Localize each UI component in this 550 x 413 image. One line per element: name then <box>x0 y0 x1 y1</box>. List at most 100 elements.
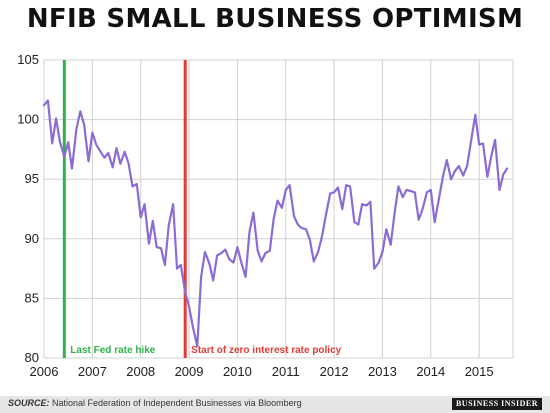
series-layer <box>42 99 509 348</box>
data-point <box>325 214 327 216</box>
data-point <box>373 267 376 270</box>
data-point <box>502 173 505 176</box>
data-point <box>135 183 138 185</box>
footer-bar: SOURCE: National Federation of Independe… <box>0 396 550 413</box>
data-point <box>71 167 73 170</box>
data-point <box>482 142 484 145</box>
data-point <box>139 216 142 219</box>
data-point <box>321 235 323 238</box>
data-point <box>337 186 339 189</box>
data-point <box>353 221 356 224</box>
data-point <box>357 223 360 226</box>
data-point <box>115 147 118 150</box>
data-point <box>244 276 247 278</box>
data-point <box>192 326 194 328</box>
data-point <box>389 243 392 246</box>
x-tick-label: 2007 <box>78 364 107 379</box>
data-point <box>204 251 206 253</box>
x-tick-label: 2008 <box>126 364 155 379</box>
data-point <box>200 276 203 278</box>
series-line <box>42 99 509 348</box>
data-point <box>385 228 388 231</box>
annotation-label: Start of zero interest rate policy <box>191 345 341 356</box>
data-point <box>296 223 299 226</box>
data-point <box>256 249 259 252</box>
data-point <box>442 175 444 178</box>
data-point <box>232 261 235 264</box>
data-point <box>208 262 211 265</box>
chart-title: NFIB SMALL BUSINESS OPTIMISM <box>26 4 524 34</box>
data-point <box>309 239 311 241</box>
y-tick-label: 85 <box>25 290 39 305</box>
data-point <box>172 203 175 206</box>
data-point <box>329 192 332 195</box>
data-point <box>466 165 468 168</box>
data-point <box>224 248 227 251</box>
x-tick-label: 2011 <box>272 364 300 379</box>
x-tick-label: 2013 <box>368 364 397 379</box>
data-point <box>381 251 384 253</box>
data-point <box>470 141 472 144</box>
data-point <box>216 254 219 257</box>
data-point <box>397 185 400 188</box>
data-point <box>312 260 315 263</box>
data-point <box>417 218 420 221</box>
chart-svg: Last Fed rate hike Start of zero interest… <box>17 52 514 379</box>
data-point <box>248 230 251 233</box>
data-point <box>454 170 456 172</box>
data-point <box>87 160 90 163</box>
data-point <box>426 191 428 194</box>
data-point <box>478 143 481 146</box>
y-tick-label: 90 <box>25 231 39 246</box>
data-point <box>148 242 150 245</box>
x-tick-label: 2009 <box>175 364 204 379</box>
data-point <box>212 279 215 282</box>
data-point <box>409 190 412 193</box>
data-point <box>506 167 509 170</box>
data-point <box>164 264 166 266</box>
data-point <box>119 162 122 165</box>
data-point <box>281 206 283 209</box>
data-point <box>333 191 335 194</box>
data-point <box>365 204 368 207</box>
data-point <box>345 184 348 187</box>
data-point <box>196 345 199 347</box>
data-point <box>155 246 158 249</box>
data-point <box>288 184 291 187</box>
data-point <box>240 261 243 264</box>
data-point <box>151 220 154 222</box>
data-point <box>450 178 452 181</box>
data-point <box>300 227 303 230</box>
data-point <box>433 221 436 224</box>
data-point <box>349 185 351 188</box>
data-point <box>252 211 255 214</box>
source-label: SOURCE: <box>8 398 50 408</box>
data-point <box>75 128 78 131</box>
data-point <box>276 199 279 202</box>
y-tick-label: 80 <box>25 350 39 365</box>
data-point <box>421 208 424 210</box>
y-tick-label: 95 <box>25 171 39 186</box>
data-point <box>284 189 287 191</box>
data-point <box>103 156 106 159</box>
data-point <box>47 99 49 102</box>
x-tick-label: 2010 <box>223 364 252 379</box>
data-point <box>405 189 408 191</box>
data-point <box>79 110 82 113</box>
data-point <box>160 247 162 250</box>
tick-layer: 80 85 90 95 100 105 2006 2007 2008 2009 2010 2011 20… <box>17 52 493 379</box>
data-point <box>123 150 126 153</box>
data-point <box>369 200 372 203</box>
data-point <box>341 208 344 210</box>
data-point <box>91 131 94 134</box>
data-point <box>305 228 307 231</box>
data-point <box>63 155 66 158</box>
data-point <box>95 143 98 146</box>
source-text: SOURCE: National Federation of Independe… <box>8 398 302 408</box>
data-point <box>127 162 130 165</box>
data-point <box>486 175 489 178</box>
data-point <box>220 252 223 255</box>
source-detail: National Federation of Independent Busin… <box>49 398 302 408</box>
data-point <box>494 139 496 141</box>
